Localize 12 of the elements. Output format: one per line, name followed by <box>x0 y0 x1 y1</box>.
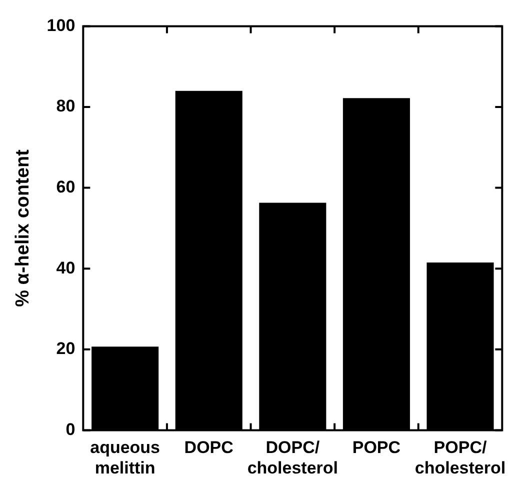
x-tick-label: DOPC <box>184 438 234 458</box>
x-tick-label: POPC/cholesterol <box>414 438 506 478</box>
x-tick-label: aqueous melittin <box>90 438 160 478</box>
y-tick-label: 100 <box>46 16 76 35</box>
y-tick-label: 40 <box>56 258 76 278</box>
x-tick-label: DOPC/cholesterol <box>247 438 338 478</box>
y-tick-label: 60 <box>56 177 76 196</box>
y-tick-label: 0 <box>66 420 76 439</box>
y-tick-label: 80 <box>56 96 76 116</box>
y-tick-label: 20 <box>56 339 76 358</box>
x-tick-label: POPC <box>352 438 401 458</box>
y-axis-title: % α-helix content <box>12 148 34 307</box>
